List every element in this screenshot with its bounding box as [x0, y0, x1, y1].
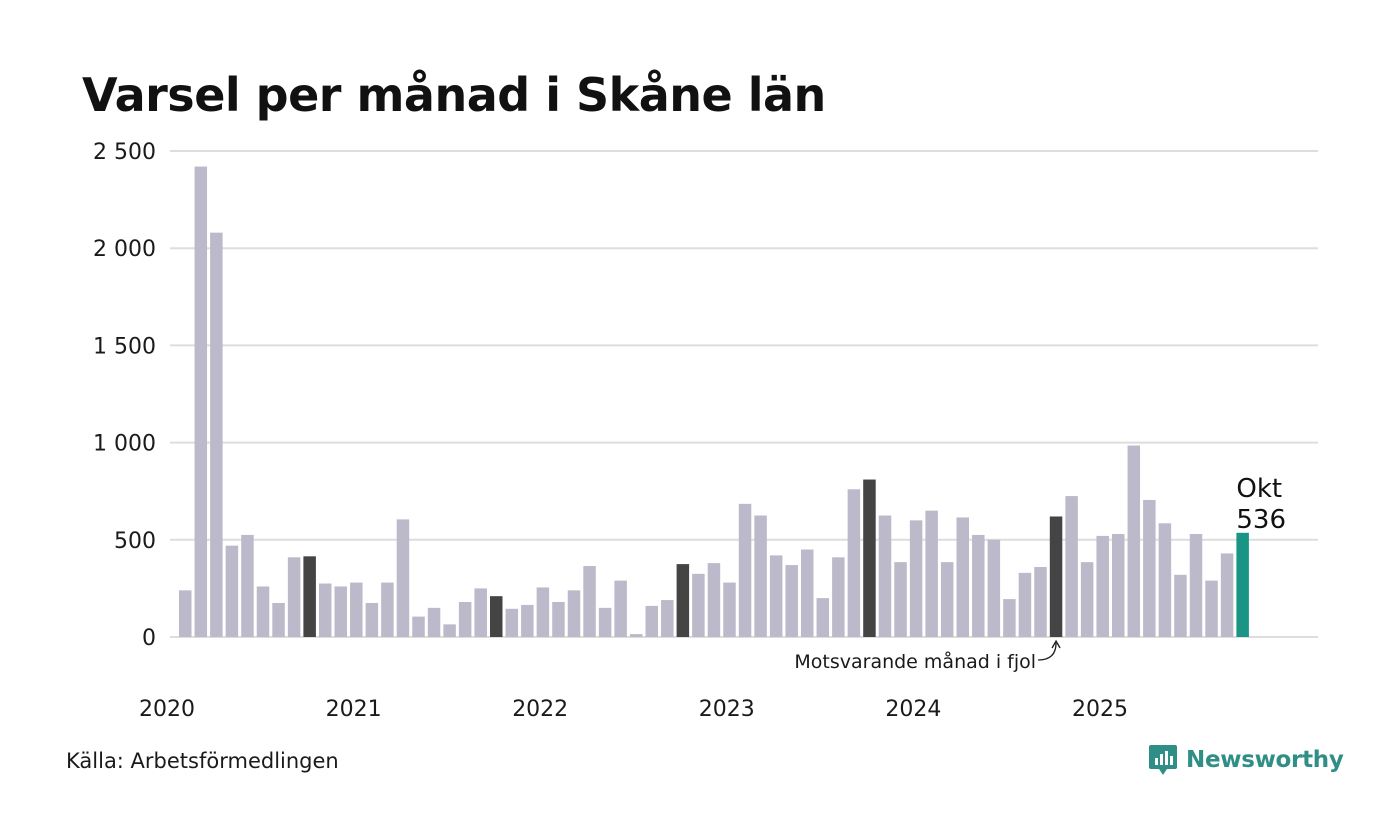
bar	[661, 600, 674, 637]
bar	[1158, 523, 1172, 637]
bar	[179, 590, 192, 637]
bar-current-month	[1236, 532, 1249, 637]
bar	[723, 582, 736, 637]
bar-same-month-previous-year	[490, 596, 503, 637]
y-tick-label: 2 500	[93, 140, 156, 165]
bar	[1220, 553, 1234, 637]
y-tick-label: 2 000	[93, 237, 156, 262]
annotation-arrow	[1038, 642, 1057, 661]
bar	[552, 602, 565, 637]
bar	[692, 573, 705, 637]
bar	[381, 582, 394, 637]
x-axis-year-labels: 2020 2021 2022 2023 2024 2025	[139, 697, 1128, 722]
y-tick-label: 1 500	[93, 334, 156, 359]
bar	[1080, 562, 1094, 637]
bar	[940, 562, 954, 637]
bar	[629, 634, 643, 637]
annotation-arrowhead	[1051, 639, 1061, 649]
x-tick-label: 2020	[139, 697, 195, 722]
x-tick-label: 2022	[512, 697, 568, 722]
bar	[412, 616, 425, 637]
x-tick-label: 2021	[326, 697, 382, 722]
bar	[1096, 535, 1109, 637]
x-tick-label: 2025	[1072, 697, 1128, 722]
bar	[1034, 567, 1047, 637]
bar	[272, 602, 285, 637]
bar	[583, 566, 596, 637]
bar	[925, 510, 938, 637]
bar	[536, 587, 550, 637]
bar	[334, 586, 347, 637]
newsworthy-logo-icon	[1149, 745, 1177, 775]
bar	[785, 565, 798, 637]
brand-logo[interactable]: Newsworthy	[1148, 743, 1344, 777]
x-tick-label: 2024	[885, 697, 941, 722]
y-axis-ticks: 0 500 1 000 1 500 2 000 2 500	[93, 140, 156, 651]
bar	[365, 602, 379, 637]
bar	[1003, 599, 1016, 637]
bar	[1127, 445, 1141, 637]
bar	[1189, 533, 1203, 637]
bar	[256, 586, 270, 637]
bar	[505, 608, 519, 637]
bar	[707, 563, 721, 637]
y-tick-label: 0	[142, 626, 156, 651]
bars	[179, 166, 1249, 637]
bar	[567, 590, 581, 637]
bar	[210, 232, 223, 637]
bar	[956, 517, 969, 637]
bar	[287, 557, 301, 637]
bar	[847, 489, 861, 637]
bar-same-month-previous-year	[1049, 516, 1063, 637]
bar	[738, 503, 752, 637]
bar	[1143, 499, 1156, 637]
bar	[194, 166, 208, 637]
bar	[318, 583, 332, 637]
bar	[474, 588, 487, 637]
bar	[894, 562, 907, 637]
current-month-label: Okt	[1236, 474, 1282, 504]
y-tick-label: 500	[114, 529, 156, 554]
bar	[645, 605, 658, 637]
bar	[909, 520, 923, 637]
annotation-text: Motsvarande månad i fjol	[794, 650, 1036, 673]
bar	[987, 539, 1001, 637]
bar	[1174, 574, 1187, 637]
y-tick-label: 1 000	[93, 432, 156, 457]
bar	[1205, 580, 1218, 637]
bar	[972, 534, 985, 637]
bar	[769, 555, 783, 637]
chart-title: Varsel per månad i Skåne län	[82, 68, 826, 122]
current-value: 536	[1236, 505, 1286, 535]
bar	[816, 598, 830, 637]
bar	[396, 519, 410, 637]
bar	[878, 515, 892, 637]
annotation: Motsvarande månad i fjol	[794, 639, 1061, 673]
bar-same-month-previous-year	[863, 479, 876, 637]
bar-same-month-previous-year	[303, 556, 316, 637]
bar	[521, 604, 534, 637]
bar	[598, 607, 612, 637]
bar	[801, 549, 814, 637]
bar	[754, 515, 767, 637]
bar	[1112, 533, 1125, 637]
bar	[832, 557, 845, 637]
bar	[443, 624, 456, 637]
bar	[614, 580, 627, 637]
bar	[458, 602, 472, 637]
source-note: Källa: Arbetsförmedlingen	[66, 749, 339, 773]
bar	[1065, 496, 1078, 637]
bar-same-month-previous-year	[676, 564, 690, 637]
brand-name: Newsworthy	[1186, 747, 1344, 773]
bar	[427, 607, 441, 637]
x-tick-label: 2023	[699, 697, 755, 722]
bar	[225, 545, 239, 637]
bar	[241, 534, 254, 637]
bar	[350, 582, 363, 637]
bar	[1018, 572, 1032, 637]
